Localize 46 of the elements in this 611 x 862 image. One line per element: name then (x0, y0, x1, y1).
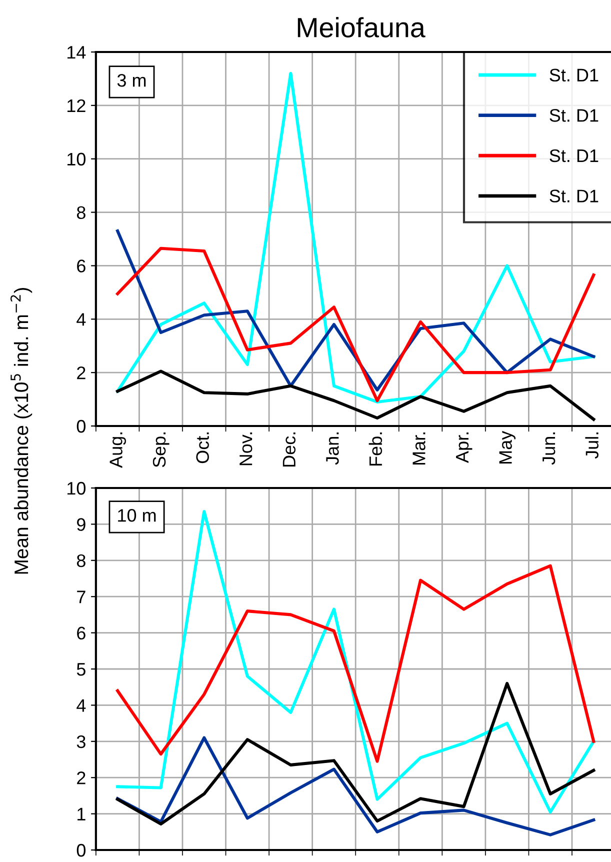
line-series (116, 736, 596, 836)
y-tick-label: 12 (68, 99, 86, 112)
chart-title: Meiofauna (298, 17, 426, 38)
x-tick-label: Apr. (456, 432, 472, 463)
y-tick-label: 6 (77, 260, 86, 272)
x-tick-label: Mar. (412, 432, 426, 464)
y-tick-label: 8 (76, 206, 86, 220)
x-tick-label: Dec. (282, 432, 296, 467)
legend-label: St. D1 (550, 190, 598, 202)
x-tick-label: Jun. (542, 432, 556, 465)
y-tick-label: 5 (76, 663, 86, 676)
y-tick-label: 0 (76, 844, 86, 857)
legend-label: St. D1 (550, 149, 598, 162)
y-tick-label: 4 (76, 699, 86, 712)
y-tick-label: 10 (68, 482, 86, 495)
y-tick-label: 0 (76, 420, 86, 433)
annotation: 10 m (118, 509, 156, 522)
y-tick-label: 14 (68, 46, 86, 59)
y-tick-label: 10 (68, 152, 86, 166)
x-tick-label: Sep. (152, 432, 170, 468)
annotation: 3 m (117, 74, 146, 87)
line-series (116, 682, 596, 826)
legend-label: St. D1 (550, 109, 598, 122)
y-tick-label: 8 (76, 554, 86, 568)
y-tick-label: 9 (77, 518, 86, 531)
line-series (116, 370, 596, 421)
y-tick-label: 6 (77, 626, 86, 640)
x-tick-label: Oct. (196, 432, 209, 464)
y-tick-label: 2 (77, 772, 86, 784)
line-series (116, 510, 596, 814)
x-tick-label: Jul. (585, 432, 598, 459)
y-axis-title: Mean abundance (x10$^{5}$ ind. m$^{−2}$) (10, 288, 32, 574)
line-series (116, 246, 596, 402)
legend-label: St. D1 (550, 68, 598, 82)
y-tick-label: 4 (76, 313, 86, 326)
x-tick-label: Feb. (368, 432, 382, 466)
x-tick-label: Aug. (110, 432, 126, 468)
line-series (116, 229, 596, 392)
line-series (116, 564, 596, 763)
x-tick-label: May (499, 430, 516, 464)
y-tick-label: 2 (77, 366, 86, 380)
y-tick-label: 1 (78, 808, 86, 820)
y-tick-label: 3 (76, 735, 86, 748)
x-tick-label: Nov. (240, 432, 252, 466)
x-tick-label: Jan. (326, 432, 339, 465)
y-tick-label: 7 (77, 590, 86, 604)
